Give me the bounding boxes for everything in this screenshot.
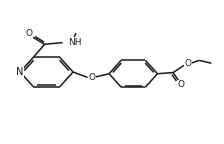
Text: N: N xyxy=(17,67,24,77)
Text: O: O xyxy=(177,80,184,89)
Text: NH: NH xyxy=(68,38,82,47)
Text: O: O xyxy=(26,29,33,38)
Text: O: O xyxy=(88,73,96,82)
Text: O: O xyxy=(184,59,192,68)
